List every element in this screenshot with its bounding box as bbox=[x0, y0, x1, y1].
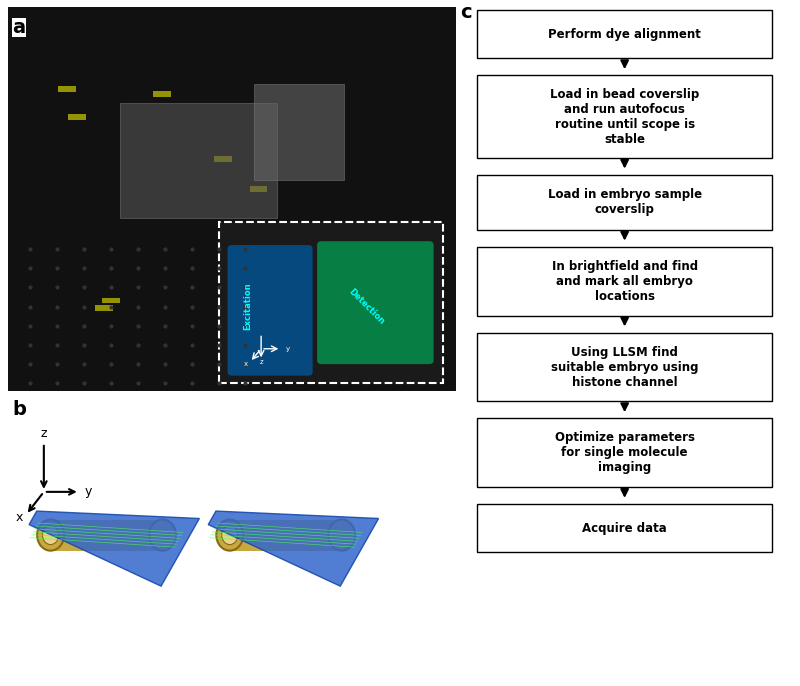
Text: b: b bbox=[13, 400, 26, 418]
Text: z: z bbox=[259, 359, 263, 365]
Text: Using LLSM find
suitable embryo using
histone channel: Using LLSM find suitable embryo using hi… bbox=[551, 346, 698, 388]
Text: Perform dye alignment: Perform dye alignment bbox=[548, 28, 701, 40]
FancyBboxPatch shape bbox=[477, 10, 773, 58]
FancyBboxPatch shape bbox=[477, 247, 773, 316]
Text: y: y bbox=[286, 346, 290, 352]
Text: In brightfield and find
and mark all embryo
locations: In brightfield and find and mark all emb… bbox=[551, 260, 698, 303]
Ellipse shape bbox=[328, 519, 355, 551]
Bar bbox=[230, 519, 342, 551]
Text: Load in bead coverslip
and run autofocus
routine until scope is
stable: Load in bead coverslip and run autofocus… bbox=[550, 88, 699, 145]
Bar bbox=[94, 305, 113, 311]
Bar bbox=[154, 91, 171, 97]
FancyBboxPatch shape bbox=[477, 504, 773, 552]
Bar bbox=[250, 186, 267, 191]
Bar bbox=[214, 156, 232, 162]
Ellipse shape bbox=[222, 525, 238, 545]
Text: Load in embryo sample
coverslip: Load in embryo sample coverslip bbox=[547, 189, 702, 216]
Polygon shape bbox=[208, 511, 378, 586]
Bar bbox=[58, 86, 76, 92]
Ellipse shape bbox=[42, 525, 58, 545]
Bar bbox=[254, 84, 344, 180]
FancyBboxPatch shape bbox=[477, 418, 773, 487]
FancyBboxPatch shape bbox=[227, 245, 313, 376]
FancyBboxPatch shape bbox=[477, 75, 773, 158]
Text: Optimize parameters
for single molecule
imaging: Optimize parameters for single molecule … bbox=[554, 431, 694, 474]
Text: x: x bbox=[243, 361, 247, 367]
FancyBboxPatch shape bbox=[218, 222, 442, 383]
Ellipse shape bbox=[216, 519, 243, 551]
Bar bbox=[50, 519, 162, 551]
Text: x: x bbox=[15, 510, 23, 523]
Bar bbox=[102, 298, 119, 303]
Text: y: y bbox=[85, 485, 92, 498]
Text: c: c bbox=[460, 3, 472, 23]
Text: a: a bbox=[13, 19, 26, 37]
Text: Detection: Detection bbox=[346, 287, 386, 326]
Bar bbox=[120, 103, 277, 218]
Text: Excitation: Excitation bbox=[243, 283, 252, 331]
FancyBboxPatch shape bbox=[477, 175, 773, 230]
Polygon shape bbox=[29, 511, 199, 586]
Bar bbox=[277, 289, 294, 296]
FancyBboxPatch shape bbox=[477, 333, 773, 401]
Text: Acquire data: Acquire data bbox=[582, 522, 667, 534]
Text: z: z bbox=[41, 427, 47, 440]
Ellipse shape bbox=[149, 519, 176, 551]
FancyBboxPatch shape bbox=[317, 241, 434, 364]
Bar bbox=[69, 114, 86, 119]
Ellipse shape bbox=[37, 519, 64, 551]
